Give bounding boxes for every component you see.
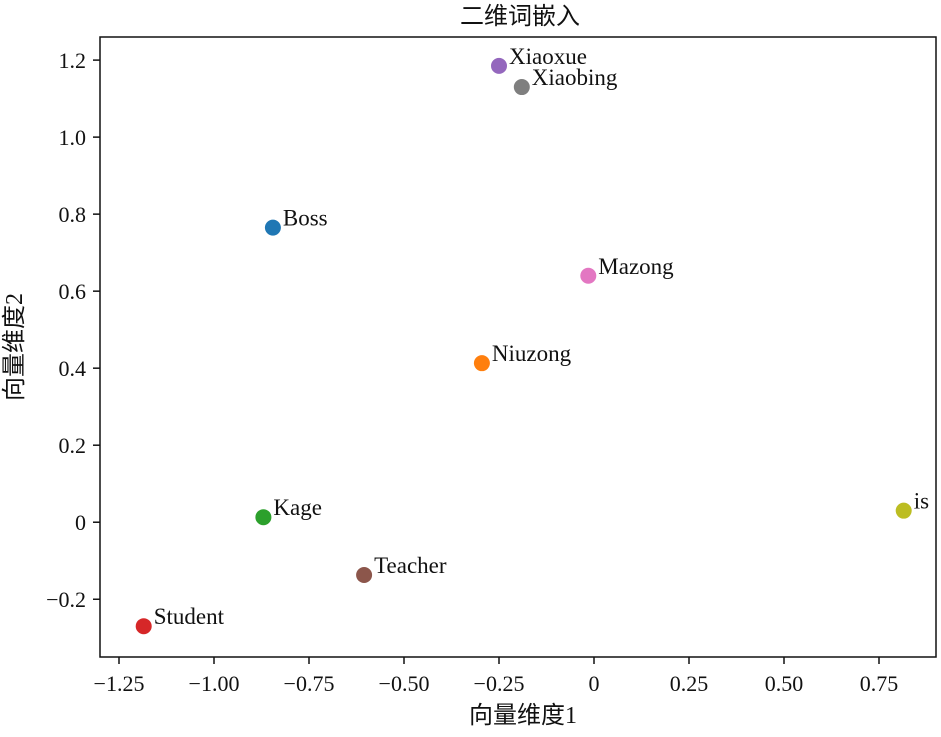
y-tick-label: 0.8 — [59, 202, 87, 227]
y-tick-label: 0.6 — [59, 279, 87, 304]
y-tick-label: 0.2 — [59, 433, 87, 458]
x-tick-label: 0.75 — [860, 671, 899, 696]
data-point-mazong — [580, 267, 597, 284]
data-point-teacher — [356, 566, 373, 583]
y-tick-label: 0 — [75, 510, 86, 535]
data-label-niuzong: Niuzong — [492, 341, 572, 366]
data-label-kage: Kage — [273, 495, 322, 520]
data-label-xiaoxue: Xiaoxue — [509, 44, 587, 69]
x-tick-label: −0.25 — [474, 671, 525, 696]
x-tick-label: −0.50 — [379, 671, 430, 696]
x-axis: −1.25 −1.00 −0.75 −0.50 −0.25 0 0.25 0.50 0.75 — [94, 657, 899, 696]
data-label-student: Student — [154, 604, 225, 629]
y-tick-label: 1.0 — [59, 125, 87, 150]
y-axis: −0.2 0 0.2 0.4 0.6 0.8 1.0 1.2 — [46, 48, 100, 612]
plot-area-frame — [99, 36, 937, 658]
data-label-mazong: Mazong — [598, 254, 674, 279]
data-label-xiaobing: Xiaobing — [532, 65, 618, 90]
data-point-boss — [264, 219, 281, 236]
data-point-xiaobing — [513, 79, 530, 96]
data-point-xiaoxue — [491, 57, 507, 74]
chart-title: 二维词嵌入 — [460, 3, 580, 30]
data-point-niuzong — [473, 355, 490, 372]
x-tick-label: 0 — [589, 671, 600, 696]
y-tick-label: 0.4 — [59, 356, 87, 381]
x-tick-label: 0.50 — [765, 671, 804, 696]
data-label-boss: Boss — [283, 206, 328, 231]
y-axis-title: 向量维度2 — [1, 293, 28, 401]
y-tick-label: 1.2 — [59, 48, 87, 73]
data-label-teacher: Teacher — [374, 553, 447, 578]
x-tick-label: 0.25 — [670, 671, 709, 696]
data-label-is: is — [914, 489, 929, 514]
data-point-is — [895, 502, 912, 519]
x-tick-label: −0.75 — [284, 671, 335, 696]
x-tick-label: −1.25 — [94, 671, 145, 696]
x-axis-title: 向量维度1 — [469, 702, 577, 729]
data-point-student — [135, 618, 152, 635]
x-tick-label: −1.00 — [189, 671, 240, 696]
y-tick-label: −0.2 — [46, 587, 86, 612]
data-point-kage — [255, 509, 272, 526]
